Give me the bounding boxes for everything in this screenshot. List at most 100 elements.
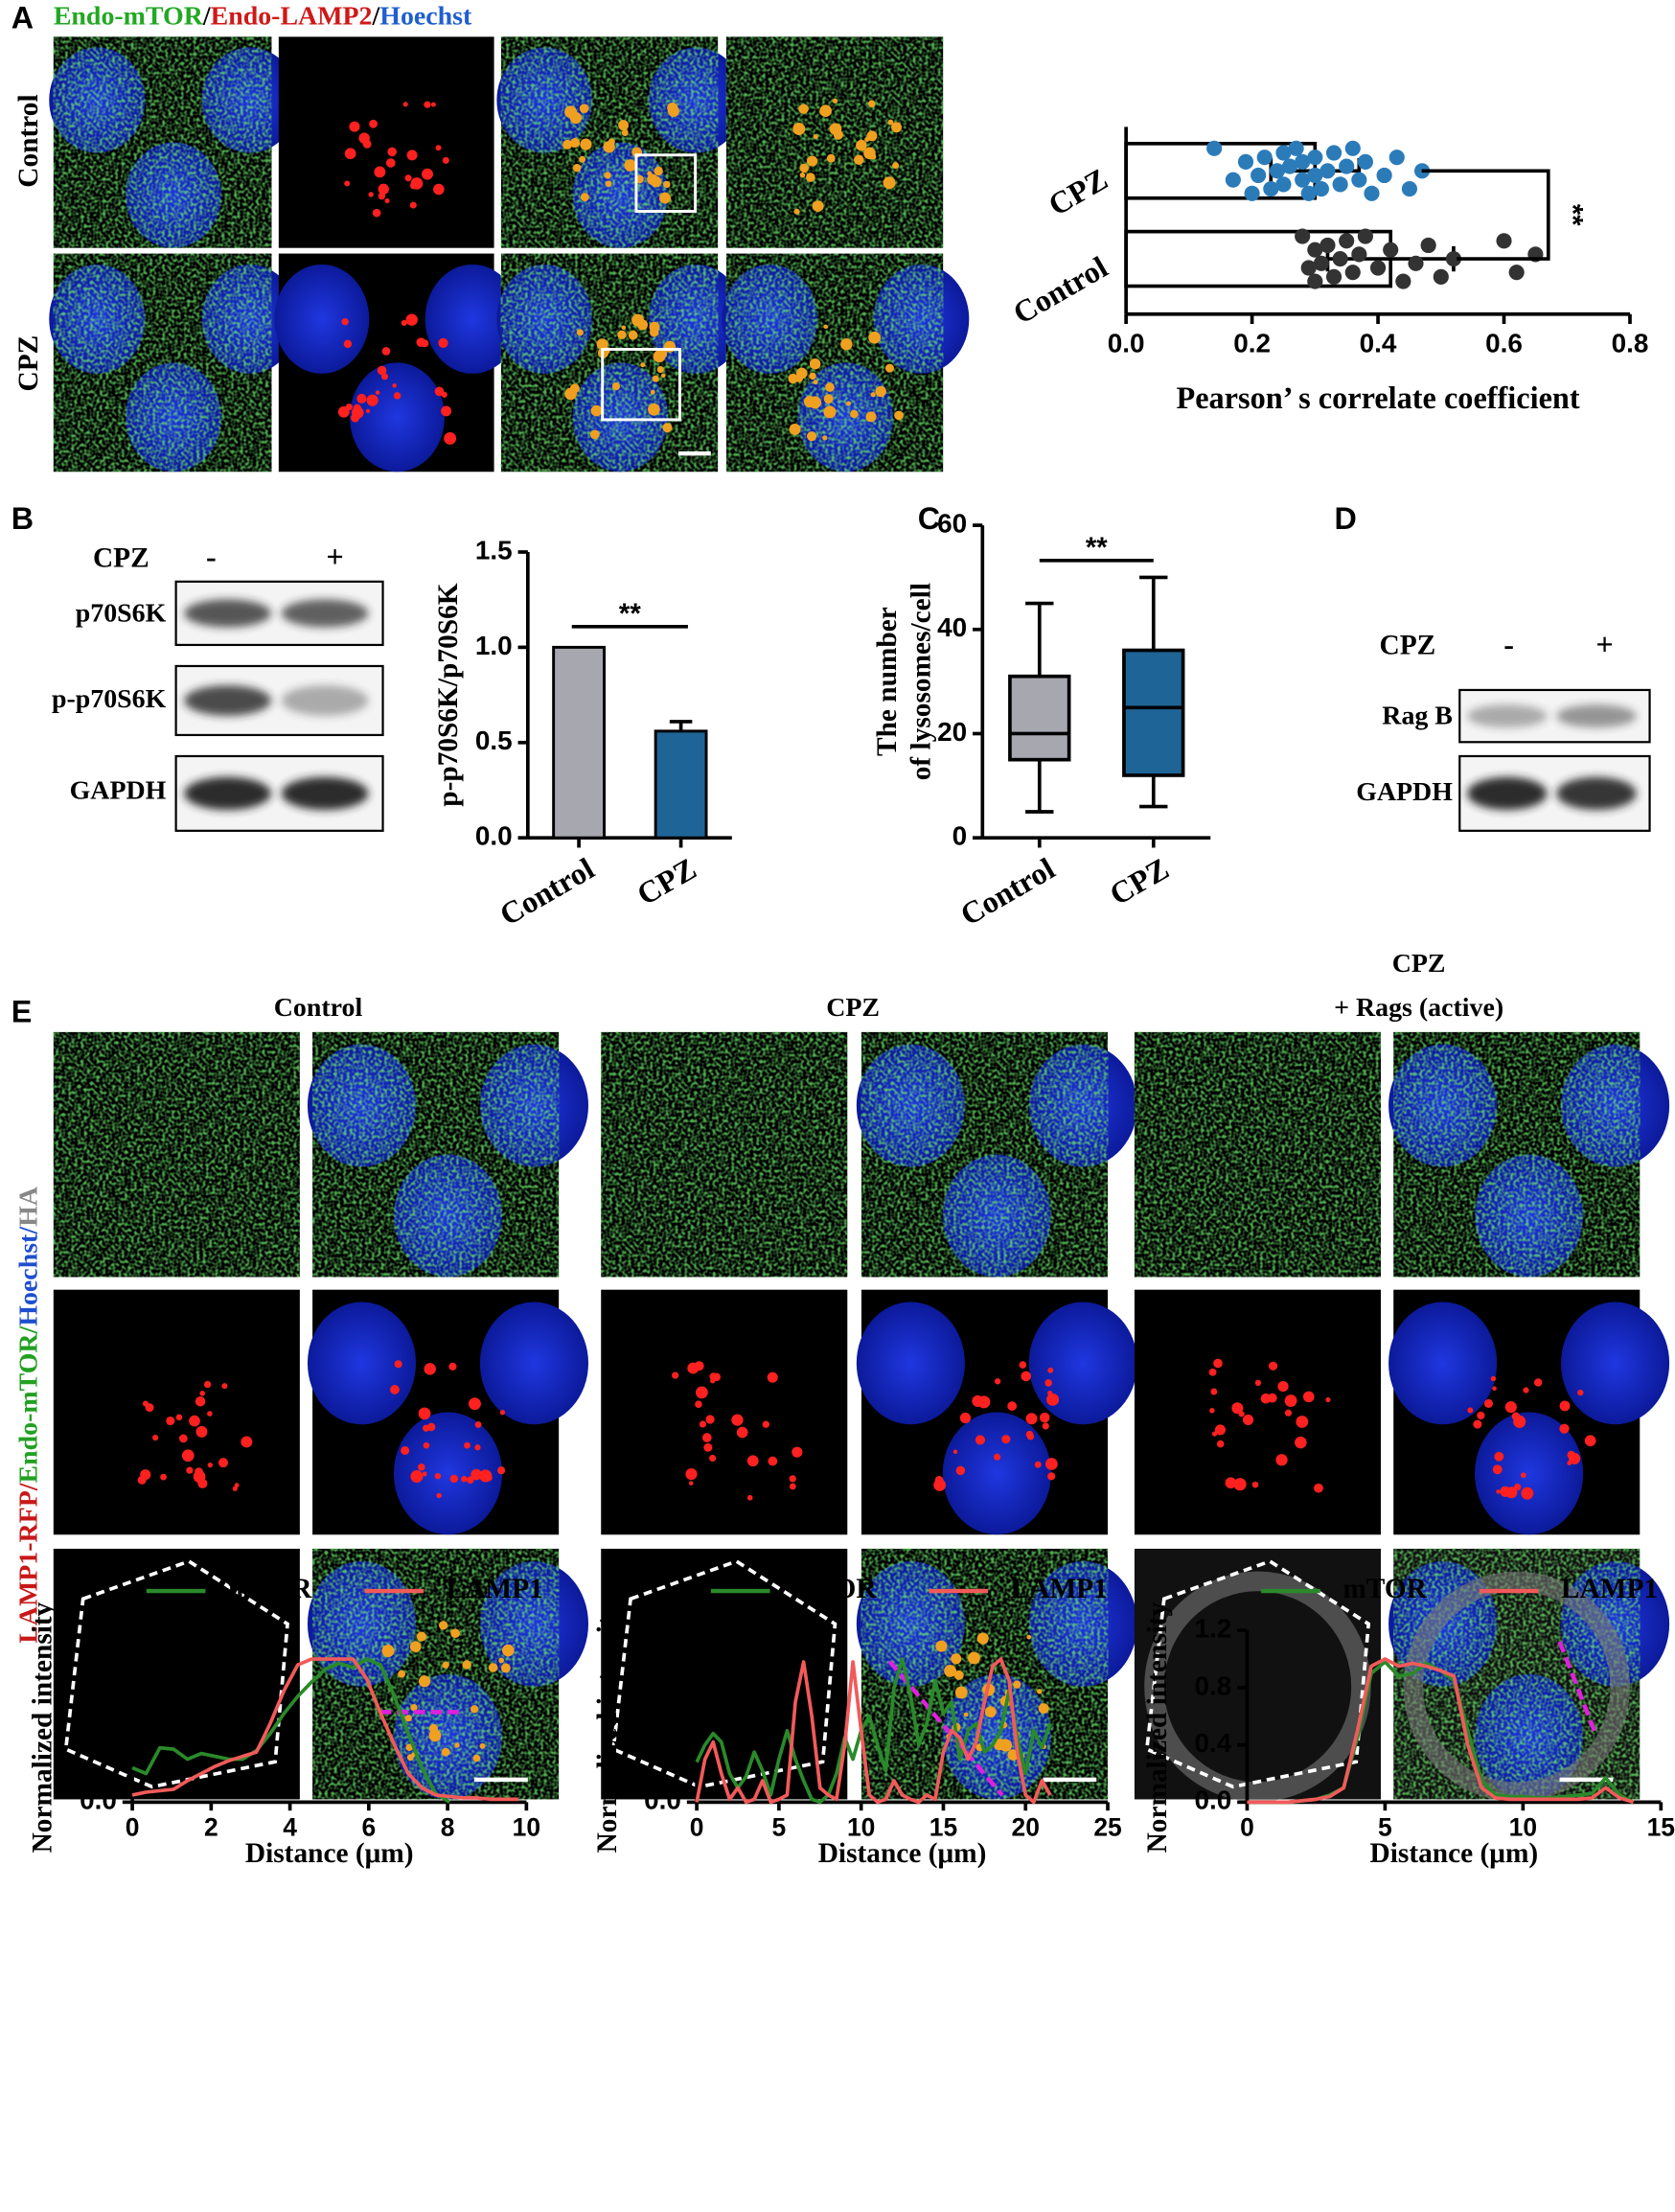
nucleus xyxy=(274,264,370,374)
blot-treatment: CPZ xyxy=(93,543,149,574)
legend-label: mTOR xyxy=(1342,1574,1427,1604)
red-dot xyxy=(1042,1422,1049,1430)
micrograph xyxy=(1134,1031,1381,1278)
red-dot xyxy=(846,401,852,406)
x-tick-label: 0 xyxy=(1240,1812,1254,1841)
red-dot xyxy=(624,159,636,172)
red-dot xyxy=(441,391,447,398)
green-signal xyxy=(1393,1031,1641,1278)
red-dot xyxy=(1504,1401,1517,1414)
blot-band xyxy=(184,685,271,716)
x-tick-label: 6 xyxy=(361,1812,376,1841)
nucleus xyxy=(479,1302,589,1425)
red-dot xyxy=(1231,1402,1244,1415)
red-dot xyxy=(569,111,583,125)
red-dot xyxy=(1275,1454,1288,1466)
data-point xyxy=(1339,158,1355,174)
category-label: CPZ xyxy=(1104,851,1175,911)
red-dot xyxy=(393,392,402,400)
data-point xyxy=(1307,150,1323,166)
red-dot xyxy=(221,1383,228,1390)
red-dot xyxy=(884,363,894,373)
red-dot xyxy=(468,1397,481,1411)
micrograph xyxy=(1134,1548,1381,1802)
data-line xyxy=(695,1657,1052,1805)
category-label: CPZ xyxy=(1043,161,1113,221)
profile-line xyxy=(887,1660,1004,1797)
red-dot xyxy=(984,1706,997,1717)
red-dot xyxy=(474,1421,482,1428)
bar xyxy=(552,645,606,840)
red-dot xyxy=(596,338,608,351)
x-tick-label: 8 xyxy=(441,1812,455,1841)
blot-label: Rag B xyxy=(1382,702,1453,731)
red-dot xyxy=(394,1360,402,1369)
red-dot xyxy=(806,173,815,182)
red-dot xyxy=(788,373,798,384)
red-dot xyxy=(998,1739,1013,1752)
red-dot xyxy=(381,347,391,356)
red-dot xyxy=(366,394,379,406)
blot-band xyxy=(281,776,369,811)
cell-outline xyxy=(63,1559,289,1789)
data-point xyxy=(1263,181,1279,197)
blot-treatment: CPZ xyxy=(1380,631,1436,661)
red-dot xyxy=(1046,1393,1060,1406)
y-tick-label: 1.5 xyxy=(475,535,513,565)
legend-part: / xyxy=(202,2,212,32)
red-dot xyxy=(951,1653,962,1665)
x-tick-label: 10 xyxy=(513,1812,540,1841)
data-point xyxy=(1275,145,1292,161)
red-dot xyxy=(649,321,660,333)
data-point xyxy=(1319,237,1336,254)
y-tick-label: 0.0 xyxy=(1195,1786,1232,1815)
red-dot xyxy=(426,1422,436,1432)
nucleus xyxy=(393,1412,503,1535)
red-dot xyxy=(439,1621,448,1630)
red-dot xyxy=(650,389,655,395)
y-tick-label: 0.0 xyxy=(475,821,513,851)
red-dot xyxy=(488,1663,498,1672)
y-tick-label: 40 xyxy=(937,612,967,642)
red-dot xyxy=(423,1441,430,1449)
y-tick-label: 0.4 xyxy=(644,1728,681,1758)
red-dot xyxy=(474,1444,481,1451)
green-signal xyxy=(1134,1031,1381,1278)
red-dot xyxy=(441,1747,450,1757)
red-dot xyxy=(365,408,371,414)
red-dot xyxy=(502,1644,515,1657)
red-dot xyxy=(570,137,581,149)
red-dot xyxy=(799,172,806,178)
micrograph xyxy=(307,1548,589,1800)
red-dot xyxy=(656,365,664,374)
red-dot xyxy=(234,1483,240,1488)
red-dot xyxy=(195,1467,203,1476)
red-dot xyxy=(390,1385,400,1394)
red-dot xyxy=(795,374,804,382)
data-point xyxy=(1281,158,1298,174)
red-dot xyxy=(436,1492,442,1499)
legend-part: / xyxy=(14,1226,44,1235)
ha-signal xyxy=(1403,1571,1630,1802)
red-dot xyxy=(832,98,838,104)
red-dot xyxy=(203,1380,212,1389)
data-point xyxy=(1325,145,1342,161)
red-dot xyxy=(868,331,881,344)
red-dot xyxy=(435,145,442,151)
y-axis-label: Normalized intensity xyxy=(28,1601,58,1853)
legend-part: Endo-mTOR xyxy=(54,2,204,32)
data-point xyxy=(1376,167,1392,184)
red-dot xyxy=(944,1664,956,1677)
red-dot xyxy=(812,200,824,213)
micrograph xyxy=(49,253,298,472)
red-dot xyxy=(661,373,666,379)
micrograph xyxy=(53,1031,300,1278)
green-signal xyxy=(53,253,272,472)
red-dot xyxy=(1505,1486,1518,1499)
red-dot xyxy=(856,139,867,151)
red-dot xyxy=(701,1433,712,1442)
micrograph xyxy=(856,1289,1137,1535)
column-label: CPZ xyxy=(826,993,880,1023)
legend-part: HA xyxy=(14,1187,44,1227)
red-dot xyxy=(823,324,828,330)
